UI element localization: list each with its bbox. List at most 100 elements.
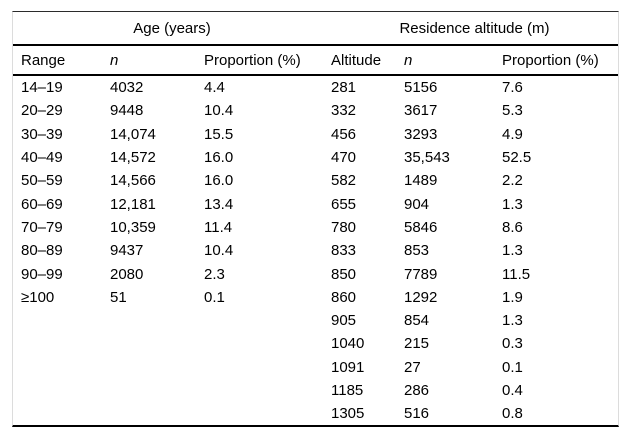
table-cell: 80–89 — [21, 242, 63, 260]
table-cell: 14,074 — [110, 125, 156, 143]
table-cell: 1.9 — [502, 288, 523, 306]
table-cell: 9448 — [110, 102, 144, 120]
table-cell: 52.5 — [502, 149, 532, 167]
table-cell: 14,572 — [110, 149, 156, 167]
table-cell: 1.3 — [502, 195, 523, 213]
table-cell: 10.4 — [204, 242, 234, 260]
table-cell: 10.4 — [204, 102, 234, 120]
table-row: 1040 215 0.3 — [13, 332, 618, 355]
table-cell: 332 — [331, 102, 357, 120]
table-cell: 286 — [404, 382, 430, 399]
table-row: ≥100 51 0.1 860 1292 1.9 — [13, 286, 618, 309]
table-row: 1305 516 0.8 — [13, 402, 618, 425]
group-header-altitude: Residence altitude (m) — [399, 19, 550, 37]
column-header-alt-n: n — [404, 51, 413, 69]
table-cell: 1040 — [331, 335, 365, 353]
data-table: Age (years) Residence altitude (m) Range… — [12, 11, 619, 428]
table-cell: 35,543 — [404, 149, 450, 167]
table-cell: 215 — [404, 335, 430, 353]
table-cell: 853 — [404, 242, 430, 260]
table-row: 80–89 9437 10.4 833 853 1.3 — [13, 239, 618, 262]
table-cell: 0.3 — [502, 335, 523, 353]
table-cell: 5156 — [404, 79, 438, 97]
table-cell: 14–19 — [21, 79, 63, 97]
table-cell: 833 — [331, 242, 357, 260]
table-cell: 90–99 — [21, 265, 63, 283]
table-cell: 7789 — [404, 265, 438, 283]
group-header-age: Age (years) — [133, 19, 211, 37]
column-header-alt-proportion: Proportion (%) — [502, 51, 599, 69]
table-cell: 11.5 — [502, 265, 531, 283]
table-body: 14–19 4032 4.4 281 5156 7.6 20–29 9448 10.4 332 36… — [13, 76, 618, 425]
table-cell: 27 — [404, 358, 421, 376]
table-cell: 0.1 — [204, 288, 225, 306]
table-cell: 0.1 — [502, 358, 523, 376]
table-cell: 5846 — [404, 218, 438, 236]
table-row: 60–69 12,181 13.4 655 904 1.3 — [13, 192, 618, 215]
table-cell: 470 — [331, 149, 357, 167]
table-row: 20–29 9448 10.4 332 3617 5.3 — [13, 99, 618, 122]
table-cell: 4.4 — [204, 79, 225, 97]
table-cell: 51 — [110, 288, 127, 306]
table-cell: 0.4 — [502, 382, 523, 399]
table-cell: 516 — [404, 405, 430, 423]
table-cell: 1305 — [331, 405, 365, 423]
table-cell: 905 — [331, 312, 357, 330]
table-cell: 8.6 — [502, 218, 523, 236]
table-cell: 2.3 — [204, 265, 225, 283]
column-header-altitude: Altitude — [331, 51, 382, 69]
table-cell: 780 — [331, 218, 357, 236]
table-cell: 281 — [331, 79, 357, 97]
table-cell: 582 — [331, 172, 357, 190]
table-cell: 0.8 — [502, 405, 523, 423]
table-cell: 10,359 — [110, 218, 156, 236]
table-cell: 3617 — [404, 102, 438, 120]
table-cell: 70–79 — [21, 218, 63, 236]
column-header-age-proportion: Proportion (%) — [204, 51, 301, 69]
table-cell: 40–49 — [21, 149, 63, 167]
table-cell: 1091 — [331, 358, 365, 376]
table-cell: 5.3 — [502, 102, 523, 120]
table-row: 50–59 14,566 16.0 582 1489 2.2 — [13, 169, 618, 192]
table-cell: 1.3 — [502, 312, 523, 330]
table-row: 70–79 10,359 11.4 780 5846 8.6 — [13, 216, 618, 239]
table-cell: 854 — [404, 312, 430, 330]
table-cell: 1.3 — [502, 242, 523, 260]
table-cell: 30–39 — [21, 125, 63, 143]
table-cell: ≥100 — [21, 288, 55, 306]
table-cell: 3293 — [404, 125, 438, 143]
table-cell: 12,181 — [110, 195, 156, 213]
table-cell: 15.5 — [204, 125, 234, 143]
table-cell: 20–29 — [21, 102, 63, 120]
table-cell: 1292 — [404, 288, 438, 306]
table-cell: 14,566 — [110, 172, 156, 190]
table-row: 1091 27 0.1 — [13, 356, 618, 379]
table-row: 40–49 14,572 16.0 470 35,543 52.5 — [13, 146, 618, 169]
table-row: 1185 286 0.4 — [13, 379, 618, 402]
table-cell: 7.6 — [502, 79, 523, 97]
table-cell: 1489 — [404, 172, 438, 190]
table-row: 30–39 14,074 15.5 456 3293 4.9 — [13, 123, 618, 146]
table-cell: 2080 — [110, 265, 144, 283]
table-cell: 16.0 — [204, 172, 234, 190]
table-cell: 860 — [331, 288, 357, 306]
group-header-row: Age (years) Residence altitude (m) — [13, 12, 618, 46]
table-cell: 16.0 — [204, 149, 234, 167]
table-cell: 2.2 — [502, 172, 523, 190]
column-header-age-n: n — [110, 51, 119, 69]
table-cell: 60–69 — [21, 195, 63, 213]
table-row: 90–99 2080 2.3 850 7789 11.5 — [13, 262, 618, 285]
table-cell: 13.4 — [204, 195, 234, 213]
table-cell: 1185 — [331, 382, 364, 399]
table-cell: 850 — [331, 265, 357, 283]
table-row: 14–19 4032 4.4 281 5156 7.6 — [13, 76, 618, 99]
table-cell: 9437 — [110, 242, 144, 260]
table-cell: 11.4 — [204, 218, 233, 236]
table-cell: 456 — [331, 125, 357, 143]
column-header-row: Range n Proportion (%) Altitude n Propor… — [13, 46, 618, 76]
table-cell: 904 — [404, 195, 430, 213]
table-cell: 655 — [331, 195, 357, 213]
table-cell: 4032 — [110, 79, 144, 97]
table-row: 905 854 1.3 — [13, 309, 618, 332]
